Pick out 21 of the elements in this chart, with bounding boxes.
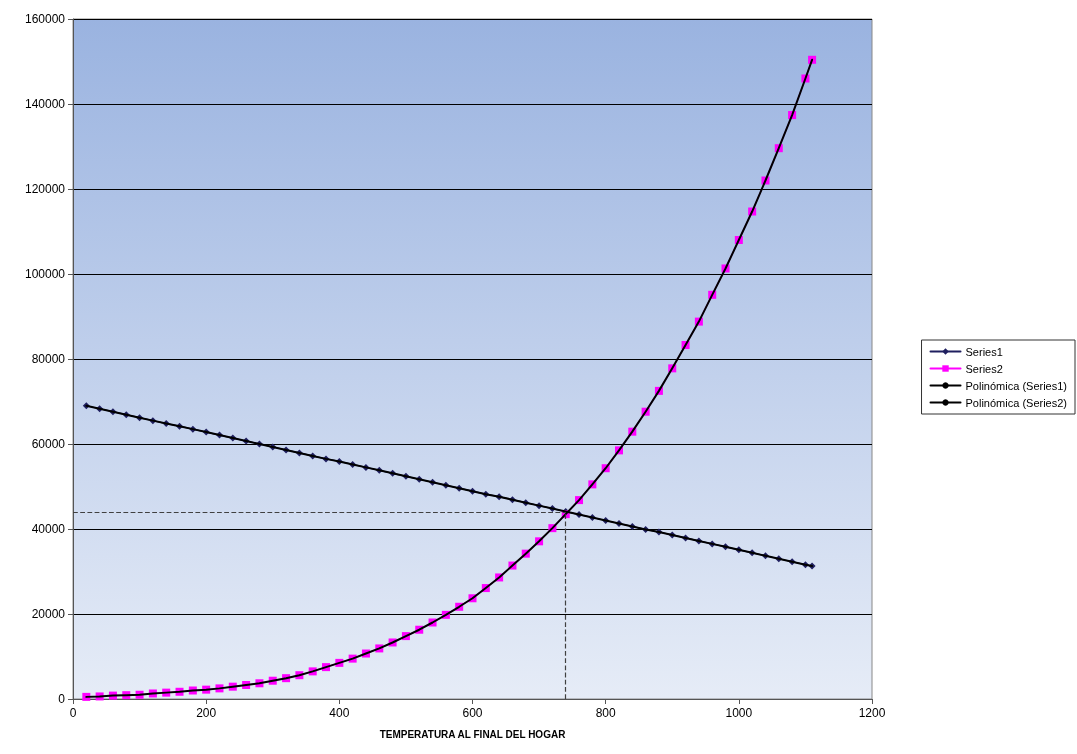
y-tick-label: 20000 xyxy=(31,607,66,621)
legend-label: Series1 xyxy=(965,345,1003,358)
x-tick-label: 1200 xyxy=(858,706,886,720)
x-tick-label: 0 xyxy=(69,706,77,720)
legend-label: Polinómica (Series1) xyxy=(965,379,1067,392)
y-tick-label: 120000 xyxy=(24,182,66,196)
legend-label: Series2 xyxy=(965,362,1003,375)
y-tick-label: 40000 xyxy=(31,522,66,536)
x-tick-label: 800 xyxy=(595,706,616,720)
x-tick-label: 1000 xyxy=(725,706,753,720)
y-tick-label: 100000 xyxy=(24,267,66,281)
y-tick-label: 80000 xyxy=(31,352,66,366)
x-tick-label: 200 xyxy=(196,706,217,720)
legend-label: Polinómica (Series2) xyxy=(965,396,1067,409)
y-tick-label: 60000 xyxy=(31,437,66,451)
y-tick-label: 160000 xyxy=(24,12,66,26)
x-axis-title: TEMPERATURA AL FINAL DEL HOGAR xyxy=(379,728,567,740)
y-tick-label: 0 xyxy=(58,692,66,706)
x-tick-label: 400 xyxy=(329,706,350,720)
y-tick-label: 140000 xyxy=(24,97,66,111)
x-tick-label: 600 xyxy=(462,706,483,720)
